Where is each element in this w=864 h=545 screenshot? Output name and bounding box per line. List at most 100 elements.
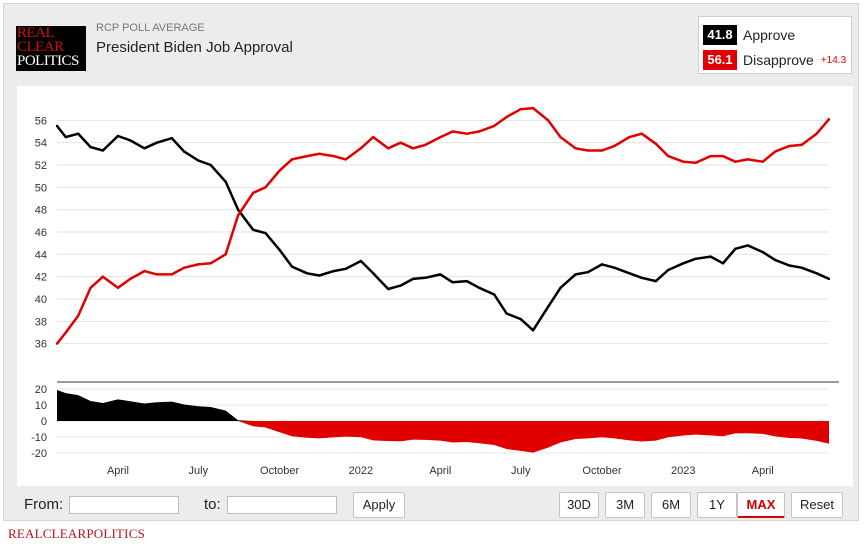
data-point-approve — [209, 163, 212, 167]
data-point-approve — [424, 276, 427, 279]
x-tick-label: April — [429, 465, 451, 477]
data-point-disapprove — [531, 106, 535, 110]
data-point-approve — [224, 180, 227, 183]
range-max-button[interactable]: MAX — [737, 492, 785, 518]
data-point-approve — [465, 279, 469, 283]
data-point-approve — [505, 312, 508, 315]
data-point-approve — [76, 132, 80, 135]
data-point-disapprove — [478, 130, 481, 133]
data-point-approve — [827, 277, 831, 281]
data-point-approve — [264, 231, 267, 235]
data-point-approve — [654, 279, 658, 283]
logo-line-2: CLEAR — [17, 39, 64, 55]
data-point-disapprove — [546, 119, 550, 122]
data-point-approve — [519, 317, 522, 321]
data-point-approve — [411, 277, 415, 281]
data-point-approve — [143, 147, 146, 150]
approve-value: 41.8 — [703, 25, 737, 45]
data-point-disapprove — [827, 118, 831, 121]
to-date-input[interactable] — [227, 496, 337, 514]
x-tick-label: July — [189, 465, 209, 477]
data-point-approve — [170, 137, 174, 140]
data-point-approve — [800, 266, 803, 269]
range-6m-button[interactable]: 6M — [651, 492, 691, 518]
y-tick-label: 42 — [35, 272, 47, 284]
data-point-disapprove — [465, 132, 469, 135]
data-point-approve — [116, 134, 120, 138]
y-tick-label: 52 — [35, 160, 47, 172]
data-point-disapprove — [654, 142, 658, 145]
data-point-disapprove — [64, 331, 68, 334]
spread-tick-label: 20 — [35, 384, 47, 396]
plot-area[interactable]: 36 38 40 42 44 46 48 50 52 54 56 20 10 0 -10 -20 April Ju… — [17, 86, 853, 486]
data-point-approve — [344, 267, 348, 271]
data-point-disapprove — [600, 149, 604, 152]
data-point-approve — [667, 268, 670, 272]
data-point-approve — [746, 244, 749, 247]
spread-positive-area — [57, 389, 829, 421]
range-30d-button[interactable]: 30D — [559, 492, 599, 518]
range-3m-button[interactable]: 3M — [605, 492, 645, 518]
data-point-approve — [182, 150, 186, 153]
x-tick-label: April — [107, 465, 129, 477]
rcp-logo[interactable]: REAL CLEAR POLITICS — [16, 26, 86, 71]
reset-button[interactable]: Reset — [791, 492, 843, 518]
data-point-disapprove — [424, 143, 427, 147]
data-point-approve — [399, 284, 402, 287]
data-point-disapprove — [734, 160, 737, 163]
data-point-disapprove — [628, 135, 631, 139]
spread-tick-label: 0 — [41, 416, 47, 428]
data-point-disapprove — [101, 275, 105, 278]
data-point-disapprove — [155, 273, 159, 276]
data-point-approve — [709, 255, 712, 258]
data-point-approve — [318, 274, 321, 277]
data-point-disapprove — [197, 263, 200, 266]
footer-brand[interactable]: REALCLEARPOLITICS — [8, 526, 146, 541]
spread-tick-label: -20 — [31, 448, 47, 460]
disapprove-value: 56.1 — [703, 50, 737, 70]
data-point-disapprove — [613, 144, 616, 148]
y-tick-label: 50 — [35, 182, 47, 194]
data-point-approve — [773, 258, 777, 262]
data-point-disapprove — [129, 277, 132, 281]
logo-line-3: POLITICS — [17, 53, 79, 69]
data-point-disapprove — [815, 132, 818, 135]
spread-value: +14.3 — [820, 54, 847, 66]
from-date-input[interactable] — [69, 496, 179, 514]
data-point-approve — [89, 145, 92, 149]
data-point-disapprove — [89, 286, 92, 290]
data-point-approve — [721, 262, 725, 265]
data-point-approve — [290, 265, 294, 268]
approve-label: Approve — [743, 27, 796, 43]
range-1y-button[interactable]: 1Y — [697, 492, 737, 518]
data-point-disapprove — [586, 149, 590, 152]
data-point-approve — [359, 259, 363, 263]
data-point-approve — [788, 264, 791, 267]
data-point-approve — [372, 272, 375, 275]
data-point-approve — [761, 250, 764, 254]
chart-title: President Biden Job Approval — [96, 39, 293, 56]
data-point-disapprove — [667, 154, 670, 158]
data-point-disapprove — [55, 342, 59, 345]
data-point-approve — [129, 139, 132, 142]
chart-svg[interactable]: 36 38 40 42 44 46 48 50 52 54 56 20 10 0 -10 -20 April Ju… — [17, 86, 853, 486]
data-point-approve — [531, 329, 535, 332]
data-point-approve — [278, 248, 281, 252]
data-point-disapprove — [451, 130, 454, 133]
data-point-disapprove — [439, 135, 442, 139]
x-tick-label: July — [511, 465, 531, 477]
data-point-disapprove — [574, 147, 577, 150]
data-point-approve — [546, 305, 550, 309]
apply-button[interactable]: Apply — [353, 492, 405, 518]
data-point-disapprove — [170, 273, 174, 276]
disapprove-label: Disapprove — [743, 52, 814, 68]
data-point-approve — [734, 247, 737, 250]
x-tick-label: 2022 — [349, 465, 373, 477]
data-point-disapprove — [387, 147, 390, 150]
data-point-approve — [613, 266, 616, 269]
data-point-disapprove — [505, 115, 508, 119]
data-point-approve — [559, 286, 562, 290]
data-point-approve — [439, 273, 442, 276]
logo-line-1: REAL — [17, 26, 55, 41]
y-tick-label: 38 — [35, 316, 47, 328]
